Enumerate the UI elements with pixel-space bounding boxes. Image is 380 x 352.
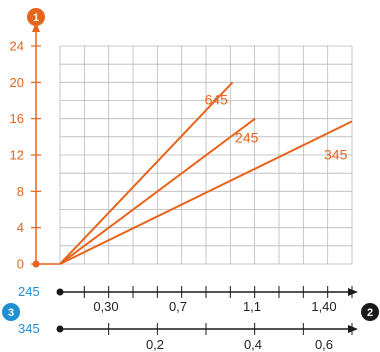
x-axis-345-label: 345 [18,321,40,336]
y-tick-label: 12 [10,148,24,163]
x-axis-345-origin-dot [56,325,64,333]
y-tick-label: 20 [10,75,24,90]
x245-tick-label: 1,40 [311,299,336,314]
y-tick-label: 0 [17,257,24,272]
x345-tick-label: 0,2 [146,337,164,352]
x245-tick-label: 0,7 [169,299,187,314]
y-tick-label: 4 [17,220,24,235]
x345-tick-label: 0,4 [244,337,262,352]
series-line-245 [59,117,256,265]
series-label-345: 345 [324,146,348,162]
marker-2-badge [361,303,379,321]
series-label-245: 245 [235,130,259,146]
grid [59,45,353,265]
x-axis-245-ticks: 0,30 0,7 1,1 1,40 [83,286,353,314]
y-tick-label: 16 [10,111,24,126]
marker-1-badge [27,8,45,26]
series-label-645: 645 [205,91,229,107]
x-axis-245-arrow-icon [348,288,358,296]
marker-2-label: 2 [367,307,373,319]
marker-3-badge [2,303,20,321]
x-axis-345-arrow-icon [348,325,358,333]
marker-1-label: 1 [33,12,39,24]
y-tick-label: 24 [10,39,24,54]
x-axis-345-ticks: 0,2 0,4 0,6 [108,323,353,352]
y-axis-arrow-icon [32,22,40,32]
series-line-345 [59,120,353,265]
y-ticks: 0 4 8 12 16 20 24 [10,39,41,272]
marker-3-label: 3 [8,307,14,319]
x-axis-245-label: 245 [18,284,40,299]
series-line-645 [59,81,234,265]
x-axis-245-origin-dot [56,288,64,296]
x245-tick-label: 1,1 [243,299,261,314]
series-lines: 645 245 345 [59,81,353,265]
y-tick-label: 8 [17,184,24,199]
x245-tick-label: 0,30 [93,299,118,314]
x345-tick-label: 0,6 [315,337,333,352]
